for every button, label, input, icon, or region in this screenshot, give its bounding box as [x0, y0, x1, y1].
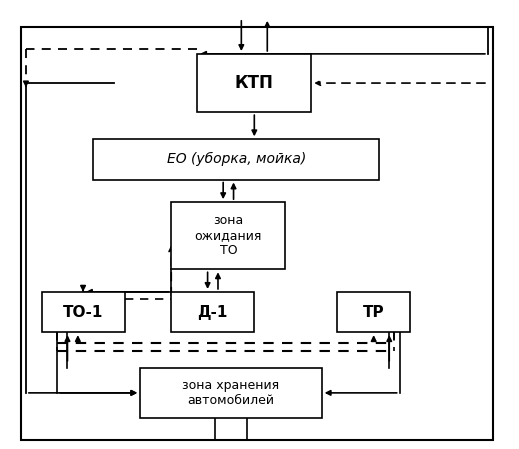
FancyBboxPatch shape [42, 292, 125, 332]
FancyBboxPatch shape [337, 292, 410, 332]
Text: ТР: ТР [363, 304, 385, 320]
Text: зона хранения
автомобилей: зона хранения автомобилей [182, 379, 280, 407]
FancyBboxPatch shape [171, 292, 254, 332]
Text: зона
ожидания
ТО: зона ожидания ТО [195, 214, 262, 257]
FancyBboxPatch shape [93, 139, 379, 180]
Text: ТО-1: ТО-1 [63, 304, 103, 320]
FancyBboxPatch shape [140, 368, 322, 418]
Text: Д-1: Д-1 [198, 304, 228, 320]
FancyBboxPatch shape [171, 202, 285, 269]
Text: КТП: КТП [235, 74, 274, 92]
FancyBboxPatch shape [197, 54, 311, 112]
Text: ЕО (уборка, мойка): ЕО (уборка, мойка) [167, 152, 306, 167]
